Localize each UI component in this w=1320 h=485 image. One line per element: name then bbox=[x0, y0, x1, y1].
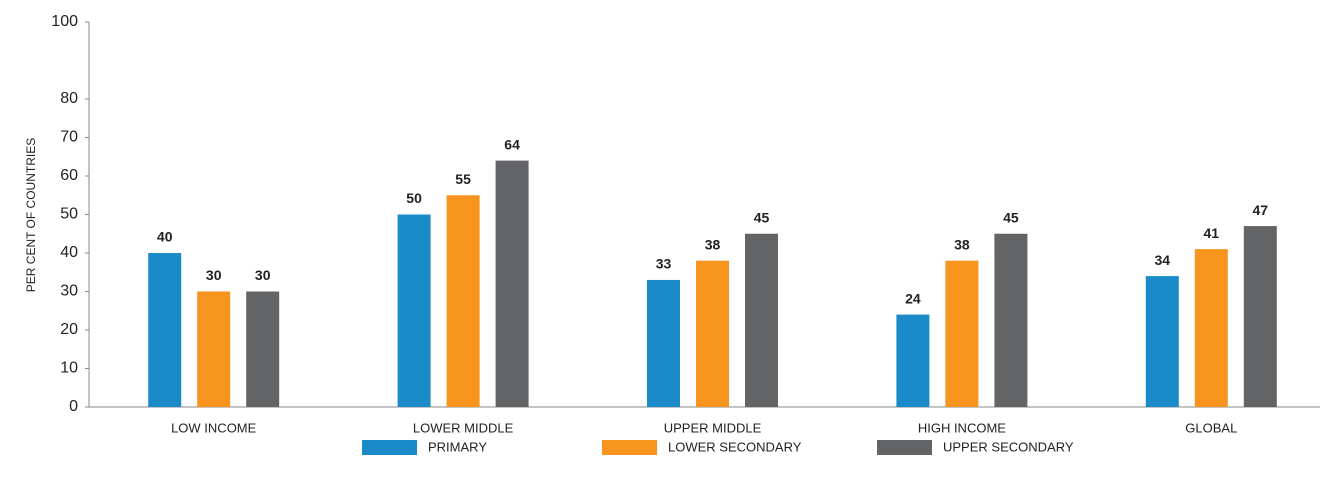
y-tick-label: 10 bbox=[60, 360, 78, 377]
x-tick-label: UPPER MIDDLE bbox=[664, 420, 762, 435]
legend-label: LOWER SECONDARY bbox=[668, 439, 802, 454]
bar bbox=[1243, 226, 1277, 407]
legend-swatch bbox=[362, 440, 417, 455]
y-tick-label: 80 bbox=[60, 90, 78, 107]
y-axis-title: PER CENT OF COUNTRIES bbox=[24, 138, 38, 292]
value-label: 47 bbox=[1253, 202, 1269, 218]
bar bbox=[397, 214, 431, 407]
x-tick-label: LOW INCOME bbox=[171, 420, 257, 435]
bar bbox=[945, 260, 979, 407]
value-label: 45 bbox=[754, 209, 770, 225]
y-tick-label: 20 bbox=[60, 321, 78, 338]
value-label: 45 bbox=[1003, 209, 1019, 225]
bar bbox=[495, 160, 529, 407]
x-tick-label: HIGH INCOME bbox=[918, 420, 1006, 435]
bar bbox=[246, 291, 280, 407]
bar bbox=[745, 233, 778, 407]
bar bbox=[446, 195, 480, 407]
value-label: 64 bbox=[504, 136, 520, 152]
legend-label: PRIMARY bbox=[428, 439, 487, 454]
value-label: 30 bbox=[255, 267, 271, 283]
y-tick-label: 0 bbox=[69, 398, 78, 415]
value-label: 24 bbox=[905, 290, 921, 306]
bar bbox=[1194, 249, 1228, 407]
bar bbox=[1145, 276, 1179, 407]
bar bbox=[647, 279, 680, 407]
y-tick-label: 70 bbox=[60, 129, 78, 146]
value-label: 38 bbox=[954, 236, 970, 252]
value-label: 34 bbox=[1155, 252, 1171, 268]
x-tick-label: GLOBAL bbox=[1185, 420, 1237, 435]
value-label: 55 bbox=[455, 171, 471, 187]
y-tick-label: 30 bbox=[60, 283, 78, 300]
bar bbox=[994, 233, 1028, 407]
value-label: 41 bbox=[1204, 225, 1220, 241]
bar bbox=[696, 260, 729, 407]
legend-swatch bbox=[602, 440, 657, 455]
legend-swatch bbox=[877, 440, 932, 455]
y-tick-label: 60 bbox=[60, 167, 78, 184]
y-tick-label: 100 bbox=[51, 13, 78, 30]
value-label: 30 bbox=[206, 267, 222, 283]
bar bbox=[197, 291, 231, 407]
y-tick-label: 50 bbox=[60, 206, 78, 223]
legend-label: UPPER SECONDARY bbox=[943, 439, 1074, 454]
value-label: 50 bbox=[406, 190, 422, 206]
bar bbox=[896, 314, 930, 407]
value-label: 38 bbox=[705, 236, 721, 252]
x-tick-label: LOWER MIDDLE bbox=[413, 420, 514, 435]
bar bbox=[148, 253, 182, 407]
y-tick-label: 40 bbox=[60, 244, 78, 261]
value-label: 40 bbox=[157, 229, 173, 245]
value-label: 33 bbox=[656, 256, 672, 272]
